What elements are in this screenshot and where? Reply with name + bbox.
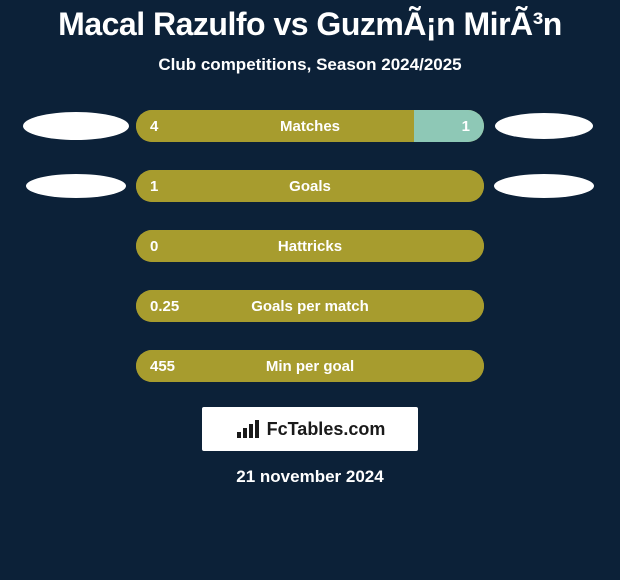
stat-bar: 0.25Goals per match <box>136 290 484 322</box>
left-player-indicator <box>16 103 136 149</box>
stat-bar: 41Matches <box>136 110 484 142</box>
subtitle: Club competitions, Season 2024/2025 <box>0 55 620 75</box>
left-player-indicator <box>16 283 136 329</box>
stat-label: Min per goal <box>136 358 484 375</box>
stat-row: 455Min per goal <box>0 343 620 389</box>
stat-bar: 0Hattricks <box>136 230 484 262</box>
stat-bar: 455Min per goal <box>136 350 484 382</box>
brand-box[interactable]: FcTables.com <box>202 407 418 451</box>
right-player-indicator <box>484 223 604 269</box>
stat-label: Hattricks <box>136 238 484 255</box>
player-oval <box>495 113 593 139</box>
stat-label: Matches <box>136 118 484 135</box>
right-player-indicator <box>484 103 604 149</box>
stat-bar: 1Goals <box>136 170 484 202</box>
date-text: 21 november 2024 <box>0 467 620 487</box>
stat-row: 41Matches <box>0 103 620 149</box>
stat-row: 0Hattricks <box>0 223 620 269</box>
right-player-indicator <box>484 283 604 329</box>
stat-row: 1Goals <box>0 163 620 209</box>
left-player-indicator <box>16 223 136 269</box>
stats-rows: 41Matches 1Goals 0Hattricks 0.25Goals per m… <box>0 103 620 389</box>
player-oval <box>26 174 126 198</box>
brand-text: FcTables.com <box>267 419 386 440</box>
stat-label: Goals per match <box>136 298 484 315</box>
page-title: Macal Razulfo vs GuzmÃ¡n MirÃ³n <box>0 0 620 43</box>
right-player-indicator <box>484 163 604 209</box>
comparison-card: Macal Razulfo vs GuzmÃ¡n MirÃ³n Club com… <box>0 0 620 580</box>
player-oval <box>23 112 129 140</box>
left-player-indicator <box>16 163 136 209</box>
player-oval <box>494 174 594 198</box>
right-player-indicator <box>484 343 604 389</box>
left-player-indicator <box>16 343 136 389</box>
bar-chart-icon <box>235 418 261 440</box>
stat-row: 0.25Goals per match <box>0 283 620 329</box>
stat-label: Goals <box>136 178 484 195</box>
